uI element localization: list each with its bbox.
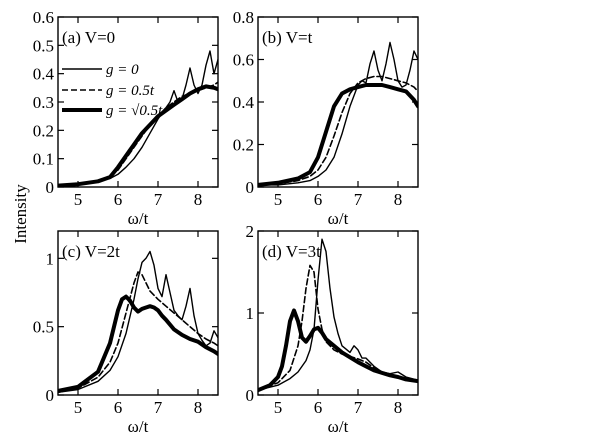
series-line-s0	[58, 250, 218, 393]
x-tick-label: 6	[114, 398, 123, 417]
series-line-s0	[58, 50, 218, 187]
x-axis-label: ω/t	[128, 209, 149, 228]
panel-label: (a) V=0	[62, 28, 115, 47]
series-line-s2	[258, 83, 418, 187]
x-tick-label: 7	[354, 190, 363, 209]
y-tick-label: 0.4	[233, 93, 255, 112]
x-tick-label: 8	[194, 190, 203, 209]
chart-panel-3: 5 6 7 8 0 0.5 1 ω/t (c) V=2t	[33, 230, 219, 436]
x-tick-label: 8	[194, 398, 203, 417]
x-tick-label: 5	[274, 190, 283, 209]
y-tick-label: 0.6	[233, 51, 254, 70]
x-tick-label: 7	[154, 398, 163, 417]
y-tick-label: 0.2	[233, 136, 254, 155]
y-tick-label: 0.5	[33, 36, 54, 55]
y-tick-label: 0	[46, 386, 55, 405]
y-tick-label: 1	[46, 249, 55, 268]
y-tick-label: 0.2	[33, 121, 54, 140]
y-tick-label: 0.4	[33, 65, 55, 84]
y-tick-label: 0.5	[33, 318, 54, 337]
panels: 5 6 7 8 0 0.1 0.2 0.3 0.4 0.5 0.6 ω/t (a) V=0 5 6 7 8 0 0.…	[33, 8, 419, 436]
y-tick-label: 0.6	[33, 8, 54, 27]
x-axis-label: ω/t	[328, 417, 349, 436]
series-line-s0	[258, 41, 418, 186]
y-tick-label: 0	[46, 178, 55, 197]
x-axis-label: ω/t	[328, 209, 349, 228]
x-tick-label: 7	[354, 398, 363, 417]
chart-panel-1: 5 6 7 8 0 0.1 0.2 0.3 0.4 0.5 0.6 ω/t (a) V=0	[33, 8, 219, 228]
legend-label: g = 0	[106, 62, 139, 78]
y-tick-label: 0	[246, 178, 255, 197]
series-line-s2	[258, 308, 418, 393]
legend-label: g = √0.5t	[106, 103, 163, 119]
x-tick-label: 7	[154, 190, 163, 209]
y-tick-label: 0.3	[33, 93, 54, 112]
x-tick-label: 5	[74, 398, 83, 417]
x-tick-label: 5	[274, 398, 283, 417]
plot-frame	[57, 230, 219, 396]
x-tick-label: 6	[314, 190, 323, 209]
y-tick-label: 0.1	[33, 150, 54, 169]
series-line-s2	[58, 294, 218, 393]
x-tick-label: 8	[394, 398, 403, 417]
y-axis-label: Intensity	[11, 184, 30, 244]
panel-label: (c) V=2t	[62, 242, 120, 261]
x-tick-label: 5	[74, 190, 83, 209]
y-tick-label: 0	[246, 386, 255, 405]
legend: g = 0 g = 0.5t g = √0.5t	[62, 62, 163, 119]
panel-label: (d) V=3t	[262, 242, 321, 261]
x-tick-label: 6	[314, 398, 323, 417]
series-line-s1	[58, 271, 218, 394]
x-axis-label: ω/t	[128, 417, 149, 436]
panel-label: (b) V=t	[262, 28, 313, 47]
y-tick-label: 0.8	[233, 8, 254, 27]
x-tick-label: 8	[394, 190, 403, 209]
chart-panel-2: 5 6 7 8 0 0.2 0.4 0.6 0.8 ω/t (b) V=t	[233, 8, 419, 228]
series-line-s2	[58, 84, 218, 187]
y-tick-label: 2	[246, 222, 255, 241]
y-tick-label: 1	[246, 304, 255, 323]
chart-panel-4: 5 6 7 8 0 1 2 ω/t (d) V=3t	[246, 222, 419, 436]
legend-label: g = 0.5t	[106, 83, 155, 99]
x-tick-label: 6	[114, 190, 123, 209]
series-line-s1	[258, 75, 418, 186]
